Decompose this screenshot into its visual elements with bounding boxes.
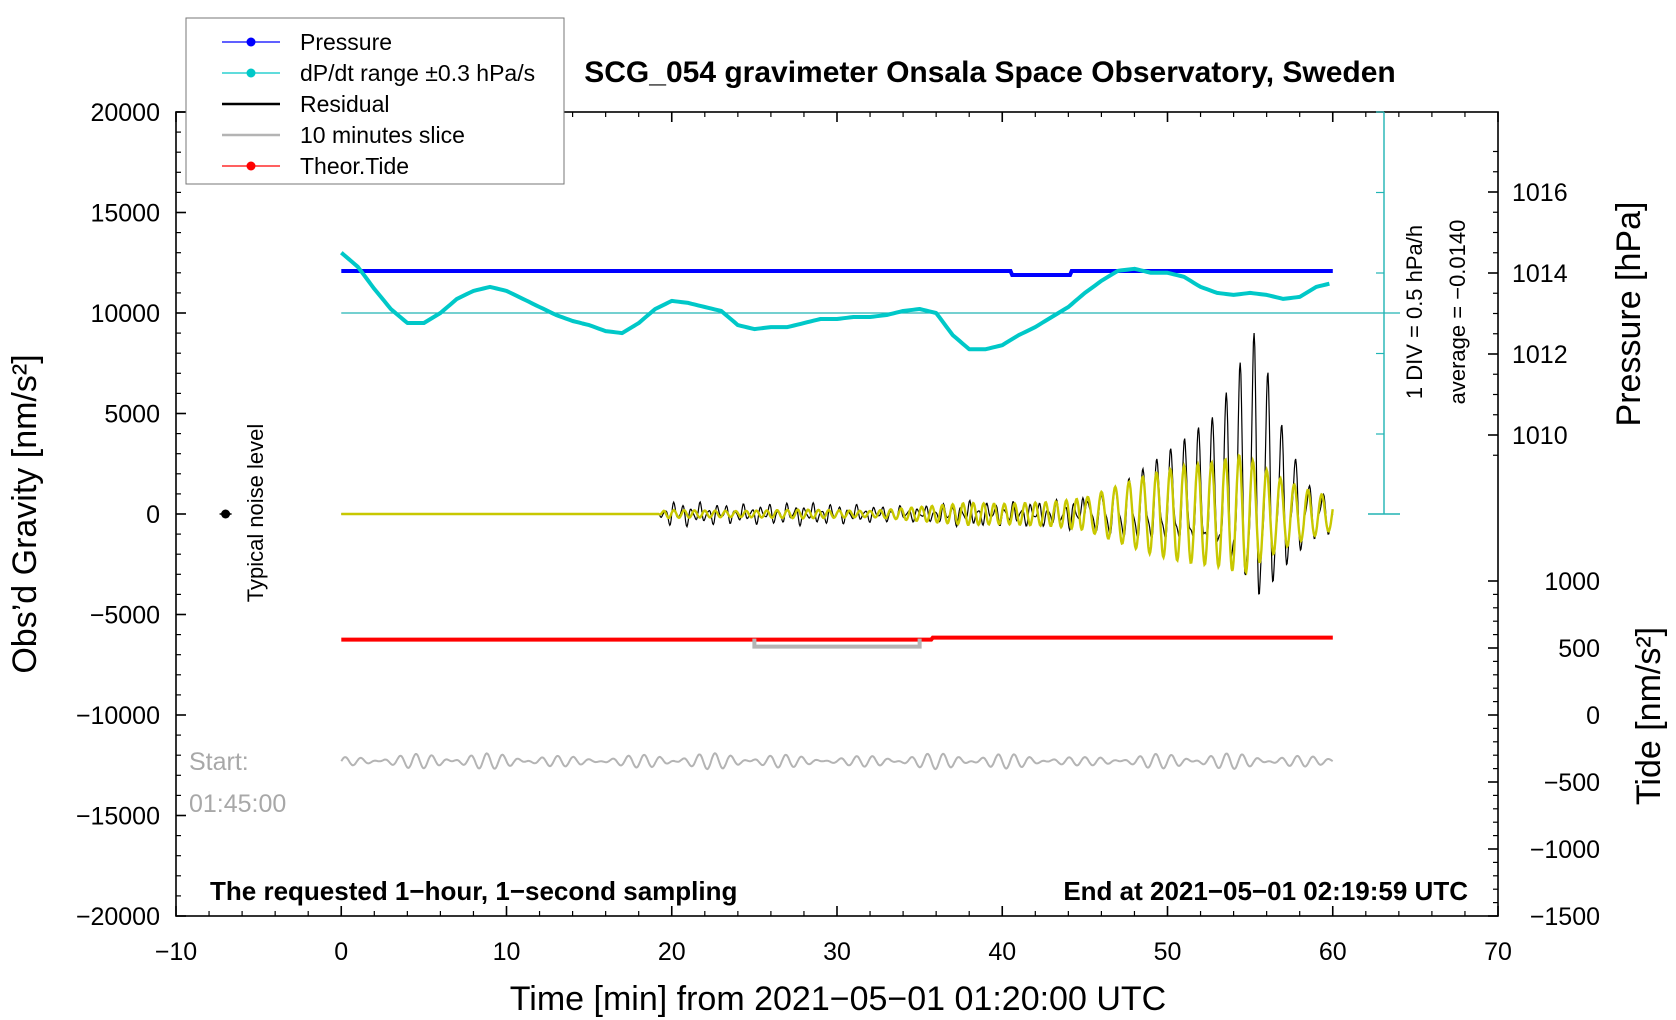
tide-axis-title: Tide [nm/s²] [1630,627,1668,805]
legend-label: dP/dt range ±0.3 hPa/s [300,60,535,86]
legend: Pressure dP/dt range ±0.3 hPa/s Residual 10… [185,17,565,185]
start-time: 01:45:00 [189,790,286,818]
y-tick-label: −10000 [76,702,160,730]
x-tick-label: 20 [658,938,686,966]
y-axis-left: 20000 15000 10000 5000 0 −5000 −10000 −15000 −20… [76,99,186,931]
pressure-tick-label: 1014 [1512,260,1568,288]
pressure-axis: 1016 1014 1012 1010 [1488,150,1568,456]
y-tick-label: 20000 [90,99,160,127]
x-tick-label: 30 [823,938,851,966]
sampling-note: The requested 1−hour, 1−second sampling [210,876,737,906]
y-tick-label: 10000 [90,300,160,328]
legend-label: Theor.Tide [300,153,409,179]
start-label: Start: [189,748,249,776]
noise-level-label: Typical noise level [243,424,268,603]
x-tick-label: 70 [1484,938,1512,966]
x-tick-label: 0 [334,938,348,966]
filtered-line [341,453,1334,576]
pressure-rate-scale [341,111,1400,515]
legend-label: Residual [300,91,390,117]
pressure-tick-label: 1016 [1512,179,1568,207]
x-tick-label: 50 [1154,938,1182,966]
legend-swatch-dot [246,37,256,47]
average-label: average = −0.0140 [1445,220,1470,405]
tide-tick-label: 0 [1586,702,1600,730]
pressure-line [341,269,1333,277]
pressure-tick-label: 1012 [1512,341,1568,369]
y-axis-title: Obs’d Gravity [nm/s²] [6,354,44,673]
tide-tick-label: −1000 [1530,836,1600,864]
end-time-note: End at 2021−05−01 02:19:59 UTC [1063,876,1468,906]
legend-swatch-dot [246,161,256,171]
y-tick-label: −5000 [90,602,160,630]
legend-label: 10 minutes slice [300,122,465,148]
pressure-scale-label: 1 DIV = 0.5 hPa/h [1402,225,1427,399]
x-tick-label: 60 [1319,938,1347,966]
x-tick-label: 10 [493,938,521,966]
tide-tick-label: −500 [1544,769,1600,797]
chart-title: SCG_054 gravimeter Onsala Space Observat… [584,56,1396,89]
series-group [219,251,1334,771]
x-axis: −10 0 10 20 30 40 50 60 70 [155,112,1512,966]
pressure-axis-title: Pressure [hPa] [1610,202,1648,427]
y-tick-label: 0 [146,501,160,529]
tide-axis: 1000 500 0 −500 −1000 −1500 [1488,568,1600,931]
slice-bracket [752,638,922,649]
x-tick-label: 40 [988,938,1016,966]
y-tick-label: −15000 [76,803,160,831]
legend-swatch-dot [246,68,256,78]
y-tick-label: 15000 [90,200,160,228]
tide-tick-label: 1000 [1544,568,1600,596]
dpdt-line [340,251,1330,352]
x-axis-title: Time [min] from 2021−05−01 01:20:00 UTC [510,980,1166,1018]
tide-tick-label: 500 [1558,635,1600,663]
y-tick-label: 5000 [104,401,160,429]
tide-line [341,635,1333,642]
slice-line [340,752,1334,771]
legend-label: Pressure [300,29,392,55]
pressure-tick-label: 1010 [1512,422,1568,450]
x-tick-label: −10 [155,938,197,966]
tide-tick-label: −1500 [1530,903,1600,931]
y-tick-label: −20000 [76,903,160,931]
